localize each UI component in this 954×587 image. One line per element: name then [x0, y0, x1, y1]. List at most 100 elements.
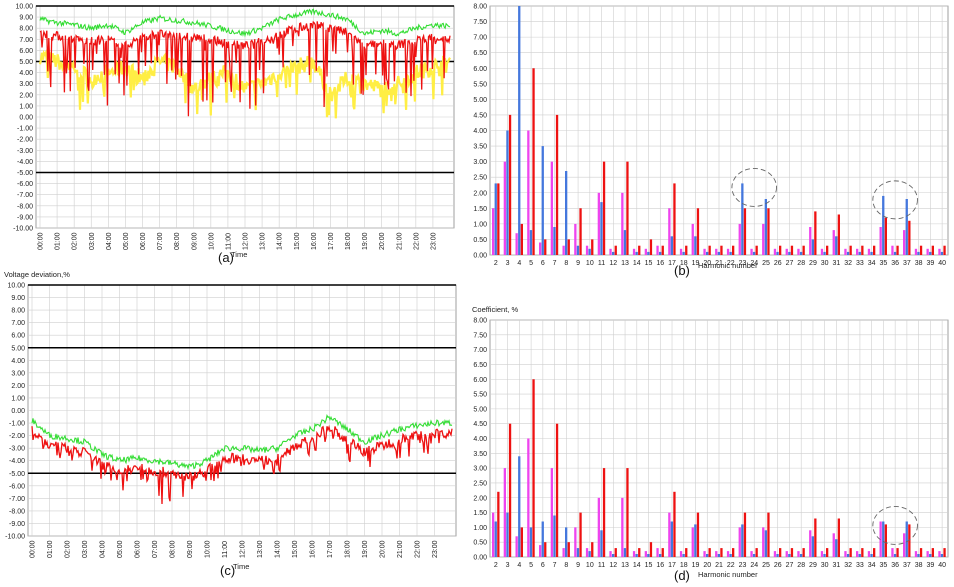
x-tick-label: 7: [553, 260, 557, 267]
bar: [943, 548, 946, 557]
bar: [600, 202, 603, 255]
x-tick-label: 13:00: [257, 540, 264, 558]
x-tick-label: 4: [517, 260, 521, 267]
x-tick-label: 31: [833, 260, 841, 267]
x-tick-label: 10: [586, 260, 594, 267]
chart-b: 8.00 7.50 7.00 6.50 6.00 5.50 5.00 4.50 4.00 3.50…: [473, 4, 949, 278]
x-tick-label: 22:00: [413, 232, 420, 250]
x-tick-label: 03:00: [82, 540, 89, 558]
x-tick-label: 15: [645, 260, 653, 267]
y-tick-label: 2.50: [473, 480, 487, 487]
y-tick-label: 0.00: [473, 253, 487, 260]
bar: [520, 527, 523, 557]
y-tick-label: -7.00: [17, 192, 33, 199]
bar: [823, 251, 826, 255]
bar: [905, 199, 908, 255]
bar: [492, 512, 495, 557]
panel-label: (a): [218, 250, 234, 265]
bar: [844, 551, 847, 557]
bar: [647, 251, 650, 255]
y-tick-label: -5.00: [17, 170, 33, 177]
panel-label: (d): [674, 568, 690, 583]
bar: [846, 251, 850, 255]
y-tick-label: 10.00: [15, 4, 33, 11]
bar: [762, 527, 765, 557]
bar: [743, 208, 747, 255]
x-axis-label: Time: [231, 250, 247, 259]
bar: [527, 438, 530, 557]
bar: [755, 548, 758, 557]
bar: [694, 524, 697, 557]
chart-a: 10.00 9.00 8.00 7.00 6.00 5.00 4.00 3.00 2.00 1.0…: [13, 4, 455, 265]
bar: [867, 248, 871, 255]
bar: [720, 245, 723, 255]
y-tick-label: 5.00: [11, 345, 25, 352]
bar: [903, 230, 906, 255]
bar: [858, 251, 861, 255]
x-tick-label: 11:00: [222, 541, 229, 558]
bar: [893, 251, 897, 255]
y-tick-label: 0.00: [11, 408, 25, 415]
bar: [682, 251, 685, 255]
y-tick-label: 1.50: [473, 510, 487, 517]
x-tick-label: 35: [880, 562, 888, 569]
y-tick-label: -1.00: [9, 421, 25, 428]
y-tick-label: 7.00: [473, 347, 487, 354]
bar: [562, 548, 565, 557]
x-tick-label: 23: [739, 562, 747, 569]
bar: [591, 542, 594, 557]
y-tick-label: 4.00: [473, 436, 487, 443]
x-tick-label: 03:00: [89, 232, 96, 250]
y-tick-label: 2.00: [473, 190, 487, 197]
y-tick-label: 3.00: [19, 81, 33, 88]
bar: [574, 527, 577, 557]
x-tick-label: 28: [797, 562, 805, 569]
bar: [743, 512, 747, 557]
x-tick-label: 12: [609, 562, 617, 569]
x-tick-label: 12:00: [240, 540, 247, 558]
y-tick-label: 4.00: [473, 128, 487, 135]
y-tick-label: -1.00: [17, 126, 33, 133]
y-tick-label: 5.00: [473, 406, 487, 413]
bar: [588, 248, 591, 255]
x-tick-label: 40: [938, 260, 946, 267]
bar: [861, 548, 864, 557]
y-tick-label: 6.00: [473, 66, 487, 73]
bar: [938, 551, 941, 557]
x-tick-label: 4: [517, 562, 521, 569]
y-tick-label: 4.50: [473, 112, 487, 119]
bar: [919, 245, 923, 255]
bar: [919, 548, 923, 557]
bar: [826, 548, 829, 557]
bar: [555, 114, 559, 256]
y-tick-label: 1.00: [473, 525, 487, 532]
bar: [576, 548, 580, 557]
y-tick-label: 0.00: [19, 115, 33, 122]
bar: [565, 171, 568, 255]
bar: [870, 251, 873, 255]
bar: [691, 223, 694, 255]
bar: [940, 554, 944, 557]
y-tick-label: -6.00: [17, 181, 33, 188]
x-tick-label: 31: [833, 562, 841, 569]
bar: [741, 183, 744, 255]
bar: [729, 554, 732, 557]
x-tick-label: 39: [926, 562, 934, 569]
bar: [541, 521, 544, 557]
x-tick-label: 19: [692, 260, 700, 267]
bar: [497, 491, 500, 557]
bar: [908, 524, 911, 557]
bar: [565, 527, 568, 557]
x-tick-label: 5: [529, 260, 533, 267]
x-tick-label: 40: [938, 562, 946, 569]
y-tick-label: 7.50: [473, 332, 487, 339]
y-tick-label: 2.00: [19, 92, 33, 99]
bar: [820, 551, 824, 557]
y-tick-label: 8.00: [473, 318, 487, 325]
bar: [750, 551, 753, 557]
bar: [764, 530, 767, 557]
bar: [879, 227, 882, 255]
bar: [602, 468, 606, 557]
chart-title: Voltage deviation,%: [4, 270, 70, 279]
x-tick-label: 20: [703, 562, 711, 569]
